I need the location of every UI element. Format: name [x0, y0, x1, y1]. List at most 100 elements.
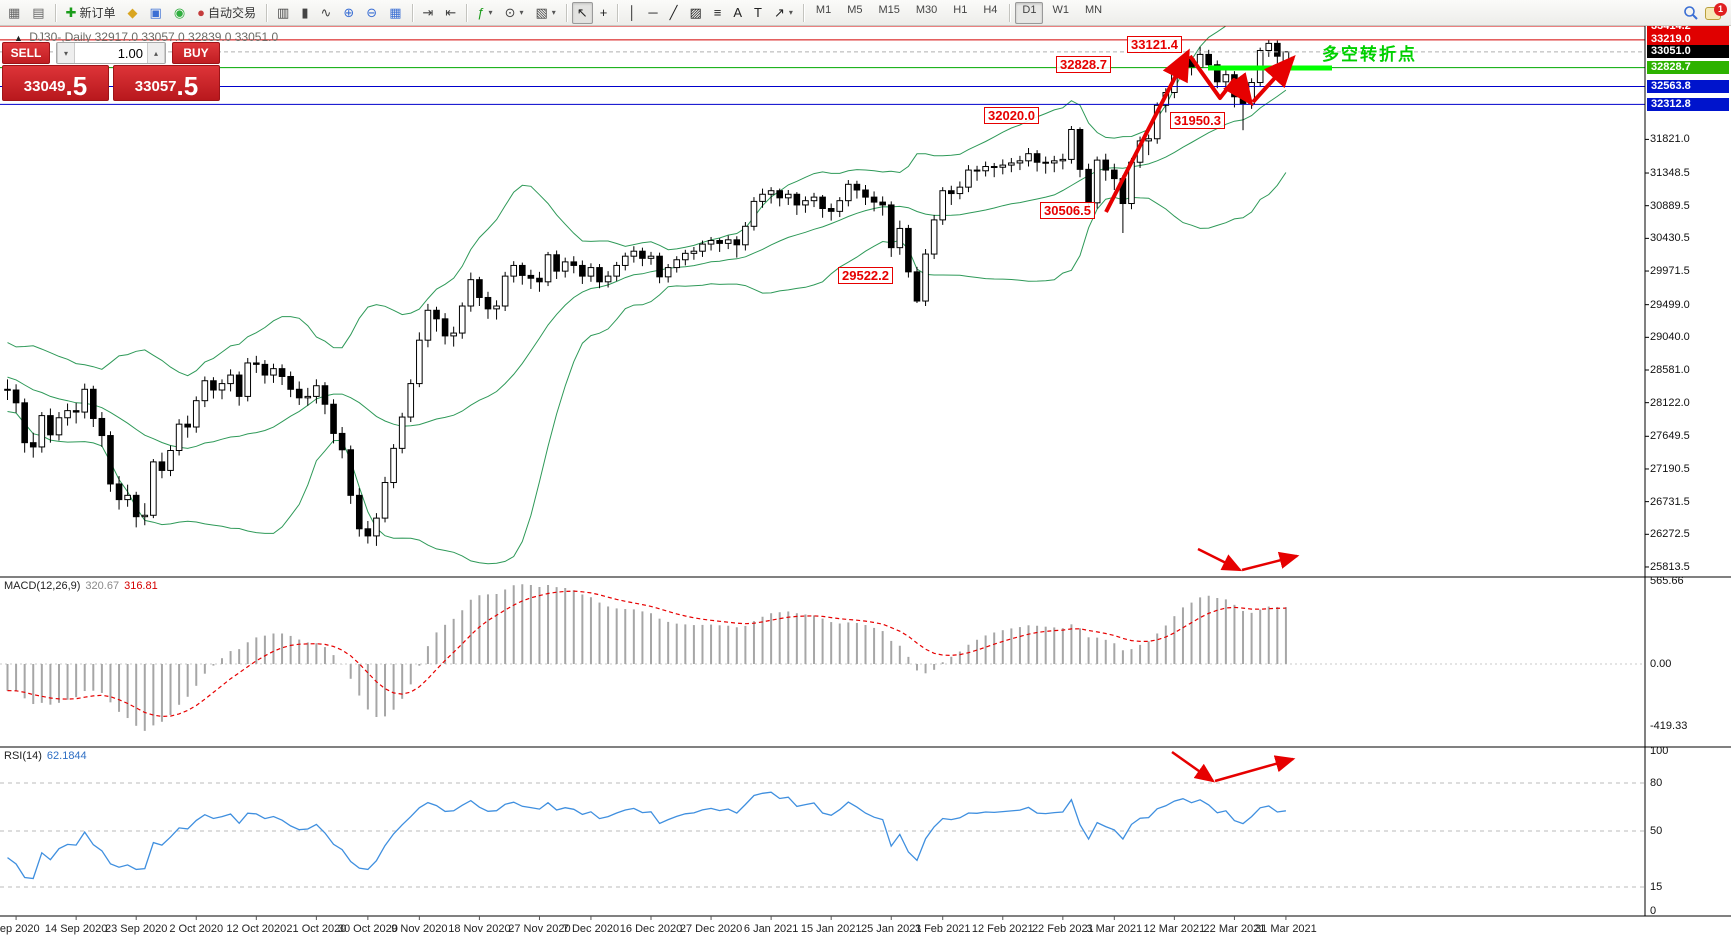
text-button[interactable]: A — [728, 2, 747, 24]
annotation-price-label[interactable]: 33121.4 — [1127, 36, 1182, 53]
tile-windows-icon[interactable]: ▦ — [384, 2, 406, 24]
timeframe-button-h4[interactable]: H4 — [983, 3, 998, 16]
new-order-button[interactable]: ✚ 新订单 — [61, 2, 121, 24]
candle-body — [948, 190, 955, 195]
bull-bear-turning-point-note[interactable]: 多空转折点 — [1322, 45, 1417, 64]
channel-button[interactable]: ▨ — [684, 2, 706, 24]
chart-shift-button[interactable]: ⇤ — [440, 2, 461, 24]
dropdown-caret-icon[interactable]: ▾ — [519, 8, 524, 17]
search-icon[interactable] — [1683, 5, 1699, 21]
buy-price-int: 33057 — [134, 78, 177, 95]
candle-body — [29, 442, 37, 448]
zoom-out-glyph: ⊖ — [366, 5, 378, 20]
signal-icon[interactable]: ◉ — [169, 2, 190, 24]
chart-symbol-period: DJ30-,Daily — [29, 30, 92, 44]
vertical-line-button[interactable]: │ — [623, 2, 641, 24]
trendline-glyph: ╱ — [669, 5, 678, 20]
candle-body — [304, 395, 312, 399]
trend-arrow-macd[interactable] — [1197, 547, 1243, 572]
periods-button[interactable]: ⊙ ▾ — [500, 2, 529, 24]
trend-arrow-rsi[interactable] — [1214, 755, 1296, 783]
timeframe-button-d1[interactable]: D1 — [1015, 1, 1044, 24]
timeframe-button-h1[interactable]: H1 — [953, 3, 968, 16]
auto-scroll-button[interactable]: ⇥ — [418, 2, 439, 24]
candle-body — [922, 253, 929, 302]
candle-body — [802, 200, 809, 206]
bar-chart-icon[interactable]: ▥ — [272, 2, 294, 24]
candle-body — [450, 332, 457, 337]
candle-body — [613, 264, 620, 277]
candle-body — [338, 432, 346, 451]
candle-body — [793, 193, 801, 206]
dropdown-caret-icon[interactable]: ▾ — [488, 8, 493, 17]
timeframe-button-m5[interactable]: M5 — [847, 3, 863, 16]
price-tick-label: 28122.0 — [1650, 396, 1690, 409]
buy-button[interactable]: BUY — [172, 42, 220, 64]
candle-body — [407, 383, 415, 418]
timeframe-button-m30[interactable]: M30 — [915, 3, 938, 16]
trend-arrow-main[interactable] — [1188, 54, 1254, 107]
trend-arrow-main[interactable] — [1251, 55, 1296, 104]
buy-price-display[interactable]: 33057 .5 — [113, 65, 220, 101]
timeframe-button-m15[interactable]: M15 — [878, 3, 900, 16]
time-axis-label: Sep 2020 — [0, 923, 40, 935]
candle-body — [990, 166, 998, 169]
trend-arrow-main[interactable] — [1104, 48, 1190, 213]
zoom-out-button[interactable]: ⊖ — [361, 2, 382, 24]
annotation-price-label[interactable]: 31950.3 — [1170, 112, 1225, 129]
candle-body — [810, 196, 818, 202]
candlestick-chart-icon-glyph: ▮ — [301, 5, 309, 20]
timeframe-button-w1[interactable]: W1 — [1052, 3, 1069, 16]
trend-arrow-macd[interactable] — [1241, 551, 1300, 572]
timeframe-button-mn[interactable]: MN — [1084, 3, 1103, 16]
panel-collapse-icon[interactable]: ▲ — [14, 33, 23, 43]
dropdown-caret-icon[interactable]: ▾ — [551, 8, 556, 17]
candle-body — [570, 261, 578, 266]
annotation-price-label[interactable]: 32020.0 — [984, 107, 1039, 124]
notifications-icon[interactable]: 1 — [1705, 2, 1727, 21]
candle-body — [827, 208, 835, 212]
data-window-icon[interactable]: ▤ — [27, 2, 49, 24]
metaeditor-icon[interactable]: ▣ — [145, 2, 167, 24]
autotrading-button[interactable]: ● 自动交易 — [192, 2, 261, 24]
channel-glyph: ▨ — [689, 5, 702, 20]
price-line-label: 32563.8 — [1647, 80, 1729, 94]
volume-input[interactable] — [75, 43, 147, 63]
zoom-in-button[interactable]: ⊕ — [338, 2, 359, 24]
price-tick-label: 29971.5 — [1650, 265, 1690, 278]
candle-body — [398, 416, 406, 449]
fibonacci-button[interactable]: ≡ — [709, 2, 727, 24]
candle-body — [381, 482, 389, 519]
arrows-button[interactable]: ↗ ▾ — [769, 2, 798, 24]
cursor-button[interactable]: ↖ — [571, 1, 593, 24]
volume-increase-button[interactable]: ▴ — [147, 43, 165, 63]
timeframe-button-m1[interactable]: M1 — [815, 3, 832, 16]
annotation-price-label[interactable]: 29522.2 — [838, 267, 893, 284]
candlestick-chart-icon[interactable]: ▮ — [296, 2, 313, 24]
sell-price-display[interactable]: 33049 .5 — [2, 65, 109, 101]
dropdown-caret-icon[interactable]: ▾ — [788, 8, 793, 17]
indicators-button[interactable]: ƒ ▾ — [472, 2, 497, 24]
candle-body — [98, 417, 106, 437]
annotation-price-label[interactable]: 32828.7 — [1056, 56, 1111, 73]
volume-control: ▾ ▴ — [56, 42, 166, 64]
macd-signal-line — [7, 590, 1286, 718]
annotation-price-label[interactable]: 30506.5 — [1040, 202, 1095, 219]
sell-button[interactable]: SELL — [2, 42, 50, 64]
time-axis-label: 31 Mar 2021 — [1255, 923, 1317, 935]
trendline-button[interactable]: ╱ — [665, 2, 683, 24]
chart-window-icon[interactable]: ▦ — [3, 2, 25, 24]
volume-decrease-button[interactable]: ▾ — [57, 43, 75, 63]
label-button[interactable]: T — [749, 2, 767, 24]
toolbar-separator — [411, 3, 413, 22]
price-line-label: 33219.0 — [1647, 33, 1729, 47]
templates-button[interactable]: ▧ ▾ — [530, 2, 560, 24]
notification-badge: 1 — [1714, 2, 1727, 16]
horizontal-line-button[interactable]: ─ — [643, 2, 662, 24]
styles-icon[interactable]: ◆ — [123, 2, 143, 24]
candle-body — [561, 261, 569, 272]
crosshair-button[interactable]: + — [595, 2, 613, 24]
trend-arrow-rsi[interactable] — [1171, 750, 1216, 783]
line-chart-icon[interactable]: ∿ — [315, 2, 336, 24]
